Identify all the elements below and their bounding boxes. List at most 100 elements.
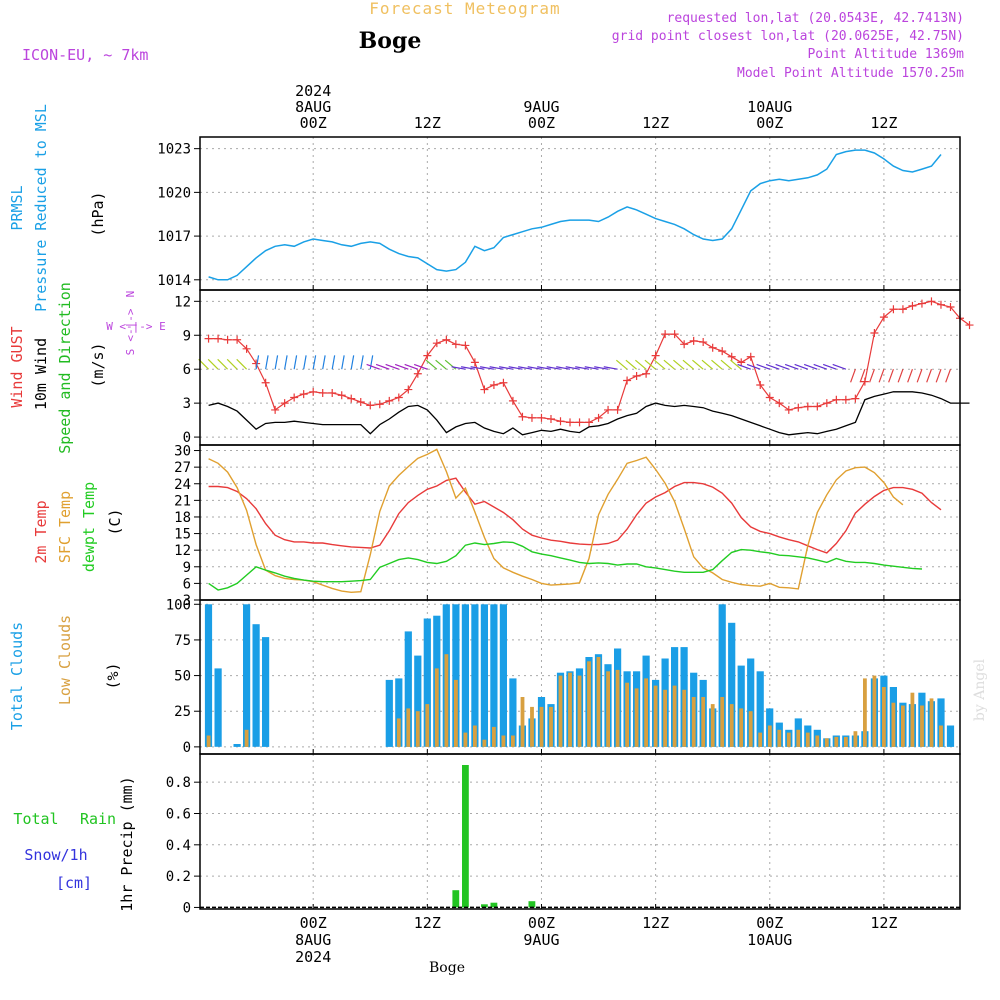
wind-gust-marker [651,351,660,360]
wind-direction-arrow [832,363,847,370]
wind-direction-arrow [765,363,780,370]
precip-bar [528,901,536,908]
low-cloud-bar [882,687,886,747]
precip-total-label: Total [13,810,58,828]
clouds-total-label: Total Clouds [8,622,26,730]
total-cloud-bar [490,604,498,747]
wind-gust-marker [746,352,755,361]
point-altitude: Point Altitude 1369m [807,47,964,62]
wind-direction-arrow [813,363,828,370]
wind-direction-arrow [404,363,419,370]
pressure-label-prmsl: PRMSL [8,185,26,230]
wind-gust-marker [841,395,850,404]
wind-gust-marker [233,335,242,344]
wind-direction-arrow [255,355,260,370]
top-time-label: 12Z [870,114,897,132]
wind-direction-arrow [217,358,229,370]
wind-gust-marker [604,405,613,414]
wind-gust-marker [699,338,708,347]
low-cloud-bar [463,732,468,747]
y-tick-label: 0.2 [166,869,191,885]
wind-gust-marker [879,313,888,322]
temp-2m-line [208,477,942,554]
wind-gust-marker [708,343,717,352]
low-cloud-bar [777,729,782,747]
wind-direction-arrow [461,366,475,370]
wind-direction-arrow [682,359,695,370]
wind-gust-marker [527,413,536,422]
low-cloud-bar [444,654,449,747]
chart-title: Forecast Meteogram [369,0,560,18]
wind-direction-arrow [603,366,618,370]
wind-gust-marker [870,328,879,337]
top-time-label: 00Z [528,114,555,132]
wind-gust-marker [822,399,831,408]
wind-gust-marker [794,403,803,412]
temp-sfc-line [208,448,904,594]
wind-direction-arrow [701,359,714,370]
top-time-label: 12Z [642,114,669,132]
model-altitude: Model Point Altitude 1570.25m [737,66,964,81]
wind-direction-arrow [451,366,466,370]
wind-direction-arrow [850,368,856,383]
wind-direction-arrow [730,359,742,370]
wind-gust-marker [413,369,422,378]
bottom-time-label: 00Z [756,914,783,932]
wind-gust-marker [851,394,860,403]
low-cloud-bar [710,704,715,747]
y-tick-label: 0 [183,430,191,446]
total-cloud-bar [404,631,412,747]
low-cloud-bar [729,704,734,747]
low-cloud-bar [910,692,915,747]
wind-gust-marker [337,391,346,400]
wind-gust-marker [575,418,584,427]
low-cloud-bar [701,697,706,747]
wind-10m-line [208,391,970,436]
y-tick-label: 0.8 [166,775,191,791]
wind-direction-arrow [888,368,894,383]
precip-bar [481,904,488,908]
temp-sfc-label: SFC Temp [56,491,74,563]
wind-gust-marker [765,393,774,402]
total-cloud-bar [395,678,403,747]
wind-direction-arrow [303,355,307,370]
low-cloud-bar [520,697,525,747]
total-cloud-bar [214,668,222,747]
wind-10m-label: 10m Wind [32,338,50,410]
wind-direction-arrow [207,358,219,370]
low-cloud-bar [920,705,924,747]
wind-gust-marker [356,398,365,407]
top-time-label: 8AUG [295,98,331,116]
low-cloud-bar [596,657,601,747]
total-cloud-bar [509,678,517,747]
wind-gust-marker [594,413,603,422]
wind-direction-arrow [756,363,770,370]
low-cloud-bar [805,732,810,747]
y-tick-label: 3 [183,396,191,412]
low-cloud-bar [244,729,249,747]
wind-direction-arrow [907,368,914,383]
footer-location: Boge [429,960,465,976]
wind-direction-arrow [444,359,457,370]
wind-gust-marker [727,352,736,361]
wind-gust-marker [518,412,527,421]
precip-cm-label: [cm] [56,874,92,892]
wind-gust-marker [784,405,793,414]
wind-direction-arrow [784,363,799,370]
wind-direction-arrow [508,366,523,370]
wind-gust-marker [775,399,784,408]
wind-direction-arrow [711,359,723,370]
wind-gust-marker [936,300,945,309]
wind-direction-arrow [584,366,599,370]
wind-gust-marker [214,334,223,343]
wind-direction-arrow [720,359,733,370]
wind-direction-arrow [794,363,809,370]
low-cloud-bar [511,735,515,747]
wind-gust-marker [546,414,555,423]
total-cloud-bar [737,665,745,747]
total-cloud-bar [452,604,460,747]
wind-direction-arrow [425,359,438,370]
y-tick-label: 75 [174,633,191,649]
wind-dir-label: Speed and Direction [56,282,74,454]
wind-gust-marker [832,395,841,404]
